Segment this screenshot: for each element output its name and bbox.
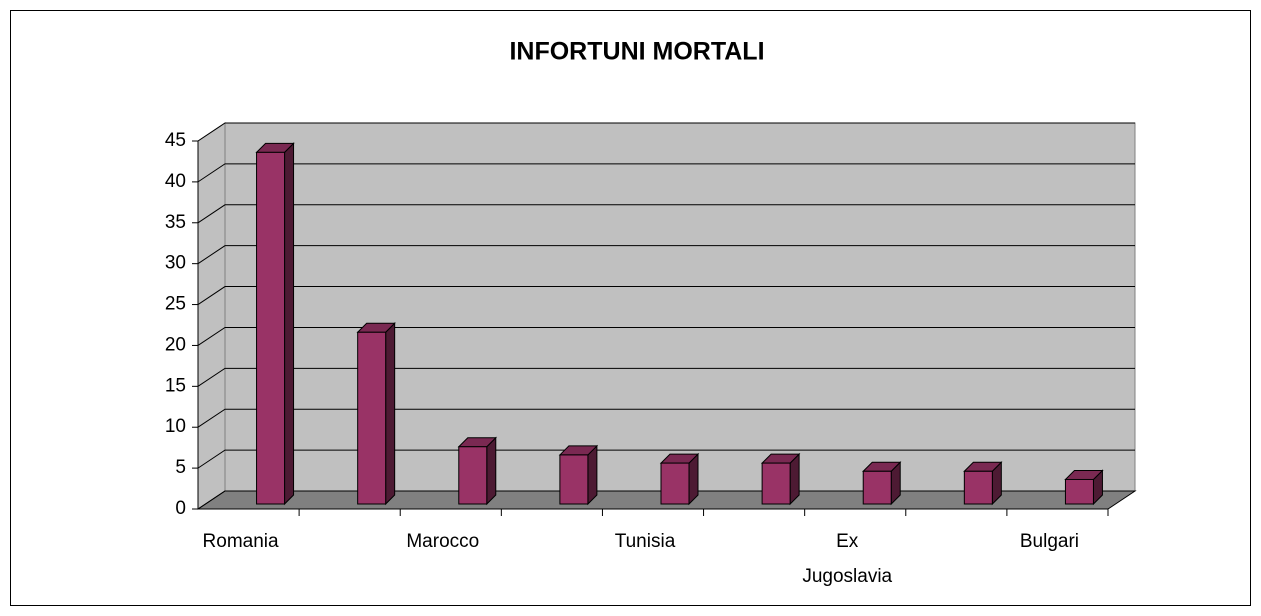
- grid-line: [197, 245, 1135, 265]
- bar: [963, 470, 993, 505]
- bar-side: [284, 142, 295, 506]
- x-tick-label: Bulgari: [1020, 531, 1079, 552]
- grid-line: [197, 122, 1135, 142]
- y-tick-label: 35: [165, 212, 186, 233]
- y-tick-label: 15: [165, 375, 186, 396]
- x-tick-label: Tunisia: [615, 531, 676, 552]
- y-tick-label: 45: [165, 130, 186, 151]
- grid-line: [197, 408, 1135, 428]
- grid-line: [197, 490, 1135, 510]
- y-tick-label: 40: [165, 171, 186, 192]
- y-tick-label: 0: [175, 498, 186, 519]
- side-wall: [197, 122, 226, 510]
- bar: [660, 462, 690, 505]
- bar: [862, 470, 892, 505]
- y-tick-label: 20: [165, 334, 186, 355]
- x-tick-label: Ex Jugoslavia: [802, 531, 892, 587]
- bar-side: [385, 322, 396, 506]
- bar: [761, 462, 791, 505]
- grid-line: [197, 326, 1135, 346]
- bar: [559, 454, 589, 505]
- x-tick-label: Romania: [203, 531, 279, 552]
- x-tick-label: Marocco: [406, 531, 479, 552]
- grid-line: [197, 367, 1135, 387]
- grid-line: [197, 449, 1135, 469]
- chart-title: INFORTUNI MORTALI: [509, 38, 764, 66]
- grid-line: [197, 204, 1135, 224]
- y-tick-label: 10: [165, 416, 186, 437]
- bar: [357, 331, 387, 505]
- bar: [256, 151, 286, 505]
- grid-line: [197, 163, 1135, 183]
- bar-side: [486, 436, 497, 506]
- y-tick-label: 5: [175, 457, 186, 478]
- bar-side: [587, 444, 598, 506]
- bar: [458, 446, 488, 505]
- bar: [1064, 478, 1094, 505]
- grid-line: [197, 286, 1135, 305]
- y-tick-label: 30: [165, 253, 186, 274]
- y-tick-label: 25: [165, 294, 186, 315]
